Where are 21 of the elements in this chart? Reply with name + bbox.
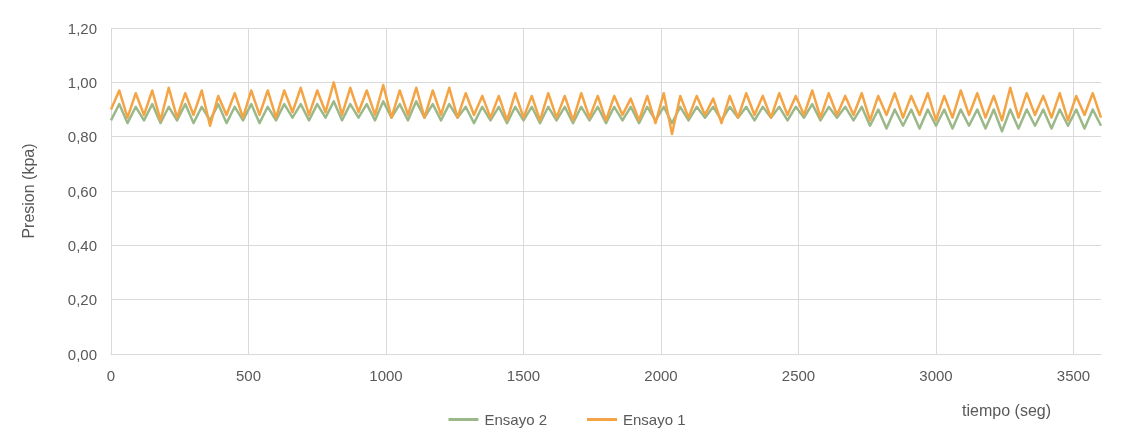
x-tick-label: 500: [235, 367, 262, 384]
y-axis-title: Presion (kpa): [19, 143, 37, 239]
y-tick-label: 0,60: [67, 182, 97, 200]
x-tick-label: 1000: [369, 367, 403, 384]
x-tick-label: 2500: [781, 367, 816, 384]
x-tick-label: 0: [106, 367, 116, 384]
x-tick-label: 3000: [919, 367, 953, 384]
legend-label: Ensayo 2: [484, 411, 548, 428]
line-series: [109, 100, 1103, 133]
x-tick-label: 2000: [644, 367, 678, 384]
y-tick-label: 0,20: [67, 291, 97, 309]
line-series: [109, 81, 1103, 136]
x-axis-title: tiempo (seg): [962, 401, 1051, 419]
legend-label: Ensayo 1: [623, 411, 686, 428]
y-tick-label: 1,00: [67, 73, 97, 91]
y-tick-label: 0,80: [67, 128, 97, 146]
x-tick-label: 3500: [1056, 367, 1091, 384]
x-tick-label: 1500: [506, 367, 541, 384]
y-tick-label: 0,40: [67, 236, 97, 254]
y-tick-label: 1,20: [67, 19, 97, 37]
y-tick-label: 0,00: [67, 345, 97, 363]
